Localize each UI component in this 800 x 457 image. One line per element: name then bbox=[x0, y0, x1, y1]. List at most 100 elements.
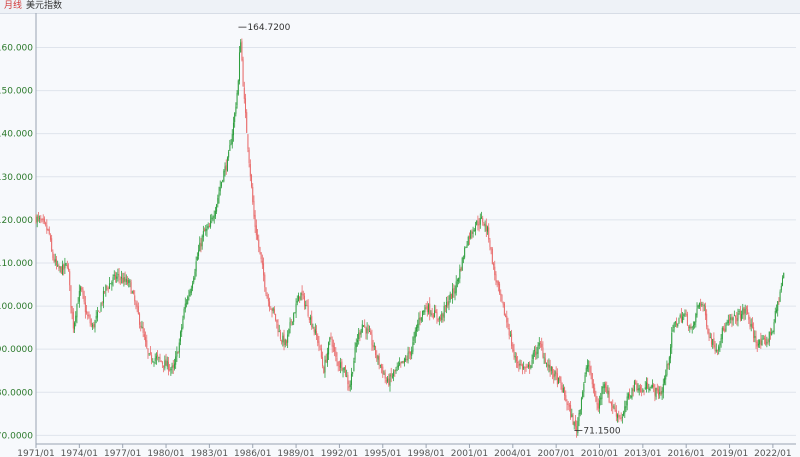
candle-body bbox=[77, 302, 79, 304]
candle-body bbox=[464, 247, 466, 258]
candle-body bbox=[474, 225, 476, 232]
candle-body bbox=[695, 314, 697, 323]
candle-body bbox=[727, 320, 729, 323]
x-tick-label: 1995/01 bbox=[364, 449, 401, 457]
candle-body bbox=[530, 365, 532, 369]
candle-body bbox=[749, 319, 751, 327]
candle-body bbox=[101, 302, 103, 304]
candle-body bbox=[454, 291, 456, 294]
candle-body bbox=[176, 351, 178, 357]
candle-body bbox=[223, 170, 225, 182]
candle-body bbox=[236, 93, 238, 106]
candle-body bbox=[602, 386, 604, 389]
candle-body bbox=[432, 314, 434, 318]
candle-body bbox=[116, 276, 118, 279]
candle-body bbox=[387, 378, 389, 382]
candle-body bbox=[698, 302, 700, 307]
candle-body bbox=[630, 395, 632, 398]
candle-body bbox=[426, 306, 428, 312]
candle-body bbox=[272, 308, 274, 311]
candle-body bbox=[508, 327, 510, 336]
candle-body bbox=[607, 390, 609, 395]
candle-body bbox=[124, 277, 126, 282]
candle-body bbox=[295, 303, 297, 313]
candle-body bbox=[208, 225, 210, 228]
candle-body bbox=[689, 326, 691, 329]
candle-body bbox=[443, 305, 445, 318]
candle-body bbox=[316, 330, 318, 336]
dollar-index-candlestick-chart[interactable]: 70.0000 80.0000 90.0000 100.000 110.000 120.0… bbox=[0, 13, 800, 457]
candle-body bbox=[525, 366, 527, 368]
annotation-label: 164.7200 bbox=[247, 23, 290, 33]
candle-body bbox=[224, 166, 226, 172]
candle-body bbox=[308, 317, 310, 321]
candle-body bbox=[167, 361, 169, 371]
candle-body bbox=[726, 321, 728, 325]
candle-body bbox=[621, 417, 623, 419]
candle-body bbox=[472, 231, 474, 235]
candle-body bbox=[190, 288, 192, 293]
candle-body bbox=[235, 106, 237, 114]
candle-body bbox=[254, 214, 256, 227]
candle-body bbox=[370, 331, 372, 335]
candle-body bbox=[355, 342, 357, 348]
candle-body bbox=[127, 279, 129, 285]
candle-body bbox=[772, 330, 774, 332]
candle-body bbox=[353, 360, 355, 372]
candle-body bbox=[222, 180, 224, 182]
candle-body bbox=[729, 319, 731, 321]
candle-body bbox=[431, 312, 433, 315]
candle-body bbox=[337, 361, 339, 366]
candle-body bbox=[595, 395, 597, 402]
x-tick-label: 1983/01 bbox=[191, 449, 228, 457]
candle-body bbox=[680, 314, 682, 322]
candle-body bbox=[290, 321, 292, 323]
candle-body bbox=[267, 298, 269, 302]
candle-body bbox=[82, 289, 84, 295]
y-tick-label: 80.0000 bbox=[0, 388, 33, 398]
candle-body bbox=[310, 317, 312, 320]
candle-body bbox=[673, 323, 675, 329]
candle-body bbox=[697, 305, 699, 308]
candle-body bbox=[559, 376, 561, 381]
candle-body bbox=[596, 402, 598, 405]
candle-body bbox=[356, 340, 358, 343]
candle-body bbox=[72, 311, 74, 329]
candle-body bbox=[366, 328, 368, 334]
candle-body bbox=[105, 285, 107, 291]
candle-body bbox=[142, 326, 144, 333]
candle-body bbox=[686, 313, 688, 326]
candle-body bbox=[572, 414, 574, 425]
candle-body bbox=[202, 231, 204, 238]
candle-body bbox=[523, 366, 525, 369]
candle-body bbox=[609, 401, 611, 403]
candle-body bbox=[578, 413, 580, 422]
candle-body bbox=[90, 323, 92, 325]
annotation-label: 71.1500 bbox=[583, 426, 620, 436]
candle-body bbox=[529, 363, 531, 369]
candle-body bbox=[709, 336, 711, 338]
candle-body bbox=[644, 387, 646, 390]
x-tick-label: 1998/01 bbox=[407, 449, 444, 457]
candle-body bbox=[707, 328, 709, 333]
candle-body bbox=[332, 345, 334, 347]
candle-body bbox=[61, 264, 63, 275]
candle-body bbox=[181, 327, 183, 333]
candle-body bbox=[381, 364, 383, 369]
candle-body bbox=[667, 363, 669, 365]
candle-body bbox=[60, 266, 62, 274]
candle-body bbox=[75, 315, 77, 322]
candle-body bbox=[476, 220, 478, 225]
tab-period-monthly[interactable]: 月线 bbox=[4, 1, 23, 11]
candle-body bbox=[682, 316, 684, 323]
candle-body bbox=[560, 380, 562, 385]
candle-body bbox=[779, 291, 781, 302]
candle-body bbox=[196, 256, 198, 261]
candle-body bbox=[171, 366, 173, 369]
candle-body bbox=[766, 341, 768, 344]
tab-dollar-index[interactable]: 美元指数 bbox=[26, 1, 63, 11]
candle-body bbox=[206, 228, 208, 231]
candle-body bbox=[651, 384, 653, 388]
y-tick-label: 90.0000 bbox=[0, 345, 33, 355]
candle-body bbox=[151, 355, 153, 361]
